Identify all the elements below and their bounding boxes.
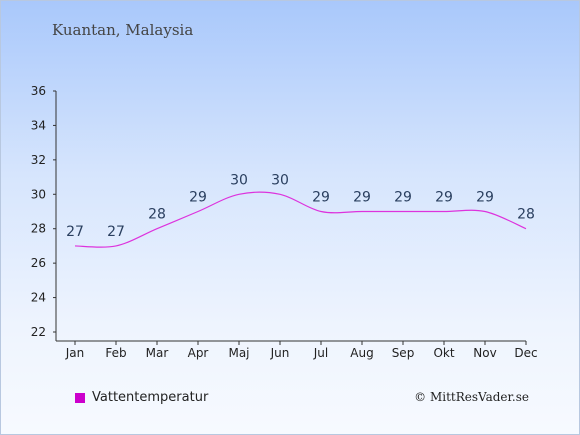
- data-label: 29: [476, 190, 494, 206]
- y-tick-label: 34: [31, 118, 46, 132]
- y-tick-label: 28: [31, 222, 46, 236]
- data-label: 27: [66, 224, 84, 240]
- series-line: [74, 191, 527, 248]
- x-tick-label: Maj: [228, 346, 249, 360]
- data-label: 29: [394, 190, 412, 206]
- y-tick-label: 24: [31, 291, 46, 305]
- data-label: 30: [230, 172, 248, 188]
- legend-swatch: [75, 392, 85, 403]
- y-tick-label: 22: [31, 325, 46, 339]
- data-label: 28: [148, 207, 166, 223]
- data-label: 28: [517, 207, 535, 223]
- x-tick-label: Jul: [313, 346, 328, 360]
- data-label: 29: [312, 190, 330, 206]
- data-label: 30: [271, 172, 289, 188]
- chart-title: Kuantan, Malaysia: [52, 21, 194, 39]
- legend-label: Vattentemperatur: [92, 390, 209, 405]
- y-tick-label: 30: [31, 187, 46, 201]
- x-tick-label: Aug: [350, 346, 373, 360]
- x-tick-label: Mar: [146, 346, 169, 360]
- credit-text: © MittResVader.se: [414, 390, 529, 404]
- y-tick-label: 32: [31, 153, 46, 167]
- data-label: 29: [189, 190, 207, 206]
- x-tick-label: Jan: [65, 346, 85, 360]
- x-tick-label: Jun: [270, 346, 290, 360]
- data-label: 27: [107, 224, 125, 240]
- x-tick-label: Nov: [473, 346, 496, 360]
- x-tick-label: Okt: [433, 346, 454, 360]
- data-label: 29: [353, 190, 371, 206]
- plot-area: 27 27 28 29 30 30 29 29 29 29 29 28: [66, 172, 535, 248]
- y-tick-label: 26: [31, 256, 46, 270]
- x-tick-label: Feb: [105, 346, 126, 360]
- x-tick-label: Dec: [514, 346, 537, 360]
- x-tick-label: Apr: [188, 346, 209, 360]
- y-tick-label: 36: [31, 84, 46, 98]
- data-label: 29: [435, 190, 453, 206]
- legend: Vattentemperatur: [75, 390, 208, 405]
- axes: 22 24 26 28 30 32 34 36 Jan Feb Mar Apr Maj Jun Jul Aug…: [31, 84, 538, 360]
- x-tick-label: Sep: [392, 346, 415, 360]
